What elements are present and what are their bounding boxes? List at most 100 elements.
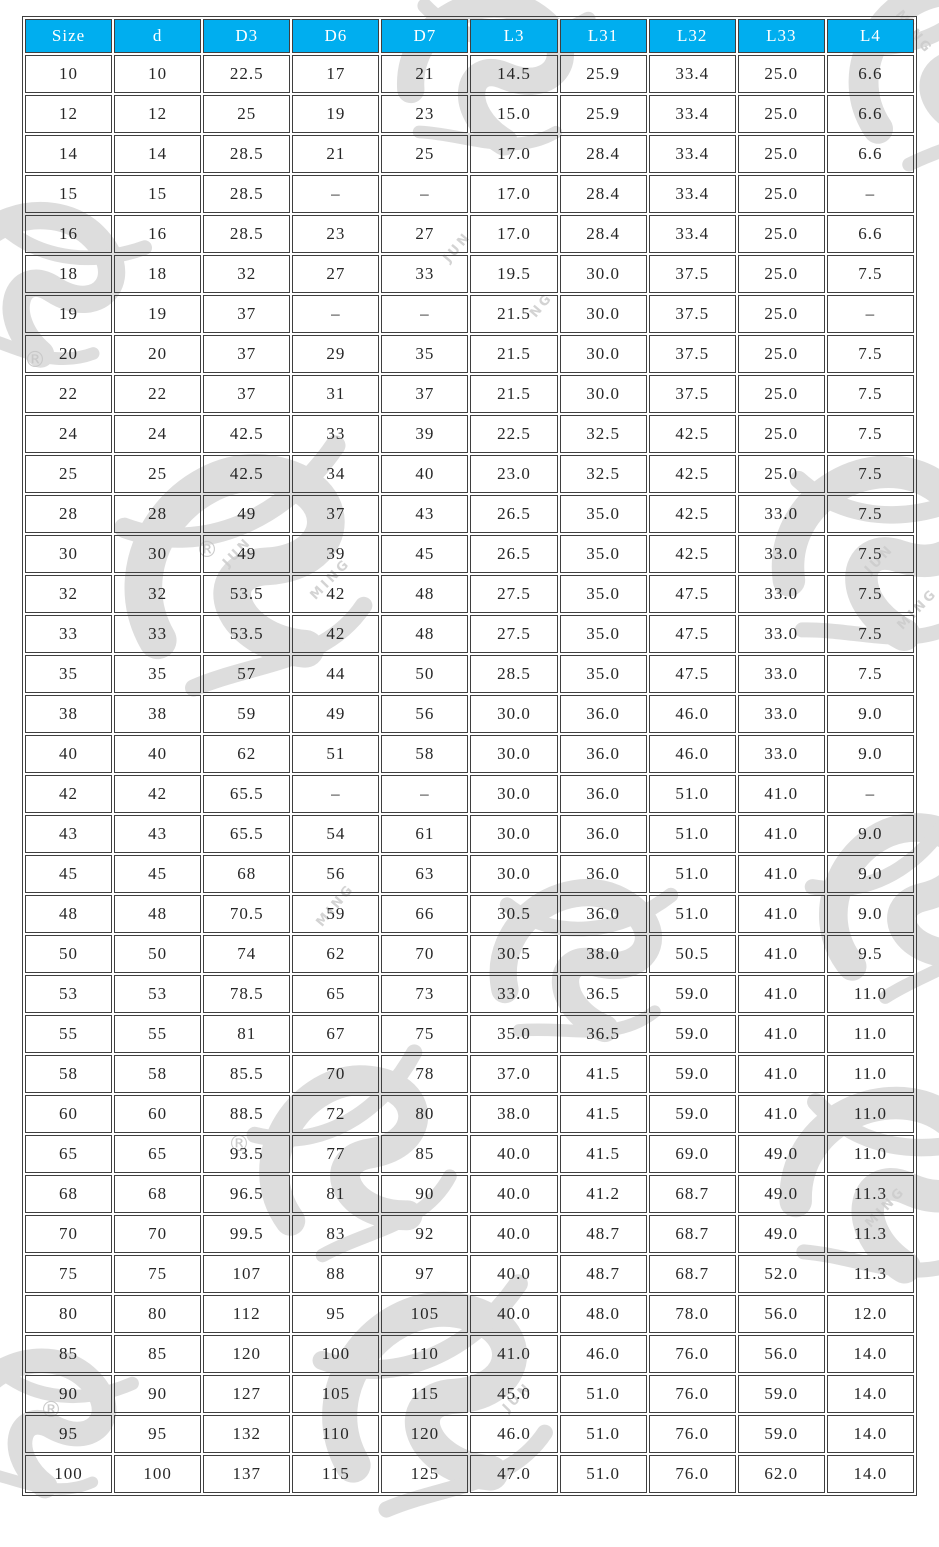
table-cell: 27 bbox=[381, 215, 469, 253]
table-row: 43 43 65.5 54 61 30.0 36.0 51.0 41.0 9.0 bbox=[25, 815, 914, 853]
table-cell: 65.5 bbox=[203, 775, 291, 813]
table-cell: 26.5 bbox=[470, 535, 558, 573]
table-cell: 96.5 bbox=[203, 1175, 291, 1213]
table-cell: 90 bbox=[381, 1175, 469, 1213]
column-header-l31: L31 bbox=[559, 19, 647, 53]
table-cell: 50 bbox=[25, 935, 113, 973]
table-cell: 7.5 bbox=[826, 335, 914, 373]
table-cell: 46.0 bbox=[559, 1335, 647, 1373]
table-row: 19 19 37– –21.5 30.0 37.5 25.0– bbox=[25, 295, 914, 333]
table-cell: 33.0 bbox=[737, 535, 825, 573]
table-cell: 25.9 bbox=[559, 55, 647, 93]
table-cell: 21.5 bbox=[470, 375, 558, 413]
table-cell: 27.5 bbox=[470, 615, 558, 653]
table-row: 68 68 96.5 81 90 40.0 41.2 68.7 49.0 11.3 bbox=[25, 1175, 914, 1213]
table-cell: 45 bbox=[114, 855, 202, 893]
table-cell: – bbox=[292, 295, 380, 333]
table-cell: – bbox=[826, 175, 914, 213]
table-cell: 41.0 bbox=[737, 935, 825, 973]
table-cell: 42.5 bbox=[203, 415, 291, 453]
table-cell: 42 bbox=[292, 575, 380, 613]
table-cell: 38 bbox=[114, 695, 202, 733]
table-cell: 9.0 bbox=[826, 855, 914, 893]
table-cell: 107 bbox=[203, 1255, 291, 1293]
table-cell: 80 bbox=[25, 1295, 113, 1333]
table-cell: 51.0 bbox=[648, 815, 736, 853]
table-cell: 36.0 bbox=[559, 855, 647, 893]
table-row: 18 18 32 27 33 19.5 30.0 37.5 25.0 7.5 bbox=[25, 255, 914, 293]
table-cell: 30.0 bbox=[470, 695, 558, 733]
table-cell: 25.0 bbox=[737, 295, 825, 333]
column-header-size: Size bbox=[25, 19, 113, 53]
table-cell: 28.4 bbox=[559, 135, 647, 173]
table-cell: 7.5 bbox=[826, 615, 914, 653]
table-cell: 70 bbox=[381, 935, 469, 973]
table-row: 33 33 53.5 42 48 27.5 35.0 47.5 33.0 7.5 bbox=[25, 615, 914, 653]
table-cell: 43 bbox=[381, 495, 469, 533]
table-cell: 30.0 bbox=[559, 295, 647, 333]
table-cell: 76.0 bbox=[648, 1455, 736, 1493]
table-row: 24 24 42.5 33 39 22.5 32.5 42.5 25.0 7.5 bbox=[25, 415, 914, 453]
table-cell: 33 bbox=[114, 615, 202, 653]
table-cell: 88 bbox=[292, 1255, 380, 1293]
table-cell: 25.0 bbox=[737, 375, 825, 413]
table-cell: 120 bbox=[203, 1335, 291, 1373]
table-cell: 28.5 bbox=[203, 135, 291, 173]
table-cell: 78.0 bbox=[648, 1295, 736, 1333]
table-cell: 51.0 bbox=[648, 895, 736, 933]
table-cell: 7.5 bbox=[826, 495, 914, 533]
table-cell: 29 bbox=[292, 335, 380, 373]
table-cell: 78.5 bbox=[203, 975, 291, 1013]
table-cell: 70.5 bbox=[203, 895, 291, 933]
table-row: 50 50 74 62 70 30.5 38.0 50.5 41.0 9.5 bbox=[25, 935, 914, 973]
table-row: 55 55 81 67 75 35.0 36.5 59.0 41.0 11.0 bbox=[25, 1015, 914, 1053]
table-cell: 59 bbox=[292, 895, 380, 933]
table-cell: 35.0 bbox=[559, 535, 647, 573]
table-cell: 47.5 bbox=[648, 575, 736, 613]
table-cell: 33.4 bbox=[648, 55, 736, 93]
table-cell: 80 bbox=[114, 1295, 202, 1333]
table-cell: 12 bbox=[114, 95, 202, 133]
table-cell: 9.0 bbox=[826, 895, 914, 933]
table-cell: 65 bbox=[292, 975, 380, 1013]
table-cell: 9.0 bbox=[826, 735, 914, 773]
table-cell: 19 bbox=[25, 295, 113, 333]
table-cell: 11.0 bbox=[826, 1135, 914, 1173]
table-row: 40 40 62 51 58 30.0 36.0 46.0 33.0 9.0 bbox=[25, 735, 914, 773]
table-cell: 54 bbox=[292, 815, 380, 853]
table-cell: 56 bbox=[381, 695, 469, 733]
table-cell: 51 bbox=[292, 735, 380, 773]
table-cell: 95 bbox=[25, 1415, 113, 1453]
table-cell: 25.0 bbox=[737, 95, 825, 133]
table-cell: 9.0 bbox=[826, 815, 914, 853]
table-cell: – bbox=[292, 175, 380, 213]
table-cell: 59.0 bbox=[648, 1095, 736, 1133]
spec-table-body: 10 10 22.5 17 21 14.5 25.9 33.4 25.0 6.6 12 12 25 19 2… bbox=[25, 55, 914, 1493]
table-cell: 48 bbox=[381, 575, 469, 613]
table-cell: 51.0 bbox=[648, 775, 736, 813]
table-cell: 32 bbox=[114, 575, 202, 613]
table-cell: 56.0 bbox=[737, 1335, 825, 1373]
table-cell: 14.5 bbox=[470, 55, 558, 93]
table-cell: 32.5 bbox=[559, 415, 647, 453]
table-cell: 33.0 bbox=[737, 575, 825, 613]
table-cell: 37 bbox=[381, 375, 469, 413]
column-header-l32: L32 bbox=[648, 19, 736, 53]
table-cell: 6.6 bbox=[826, 215, 914, 253]
table-cell: 28 bbox=[114, 495, 202, 533]
table-cell: 48.0 bbox=[559, 1295, 647, 1333]
table-row: 20 20 37 29 35 21.5 30.0 37.5 25.0 7.5 bbox=[25, 335, 914, 373]
table-cell: 45.0 bbox=[470, 1375, 558, 1413]
table-cell: 75 bbox=[25, 1255, 113, 1293]
table-cell: 53 bbox=[25, 975, 113, 1013]
table-cell: 36.0 bbox=[559, 695, 647, 733]
table-cell: 37 bbox=[203, 335, 291, 373]
table-cell: – bbox=[381, 295, 469, 333]
table-cell: 100 bbox=[292, 1335, 380, 1373]
table-cell: 37.0 bbox=[470, 1055, 558, 1093]
table-cell: 59.0 bbox=[737, 1415, 825, 1453]
table-cell: 35 bbox=[25, 655, 113, 693]
table-cell: 83 bbox=[292, 1215, 380, 1253]
table-row: 75 75 107 88 97 40.0 48.7 68.7 52.0 11.3 bbox=[25, 1255, 914, 1293]
table-cell: 65 bbox=[114, 1135, 202, 1173]
